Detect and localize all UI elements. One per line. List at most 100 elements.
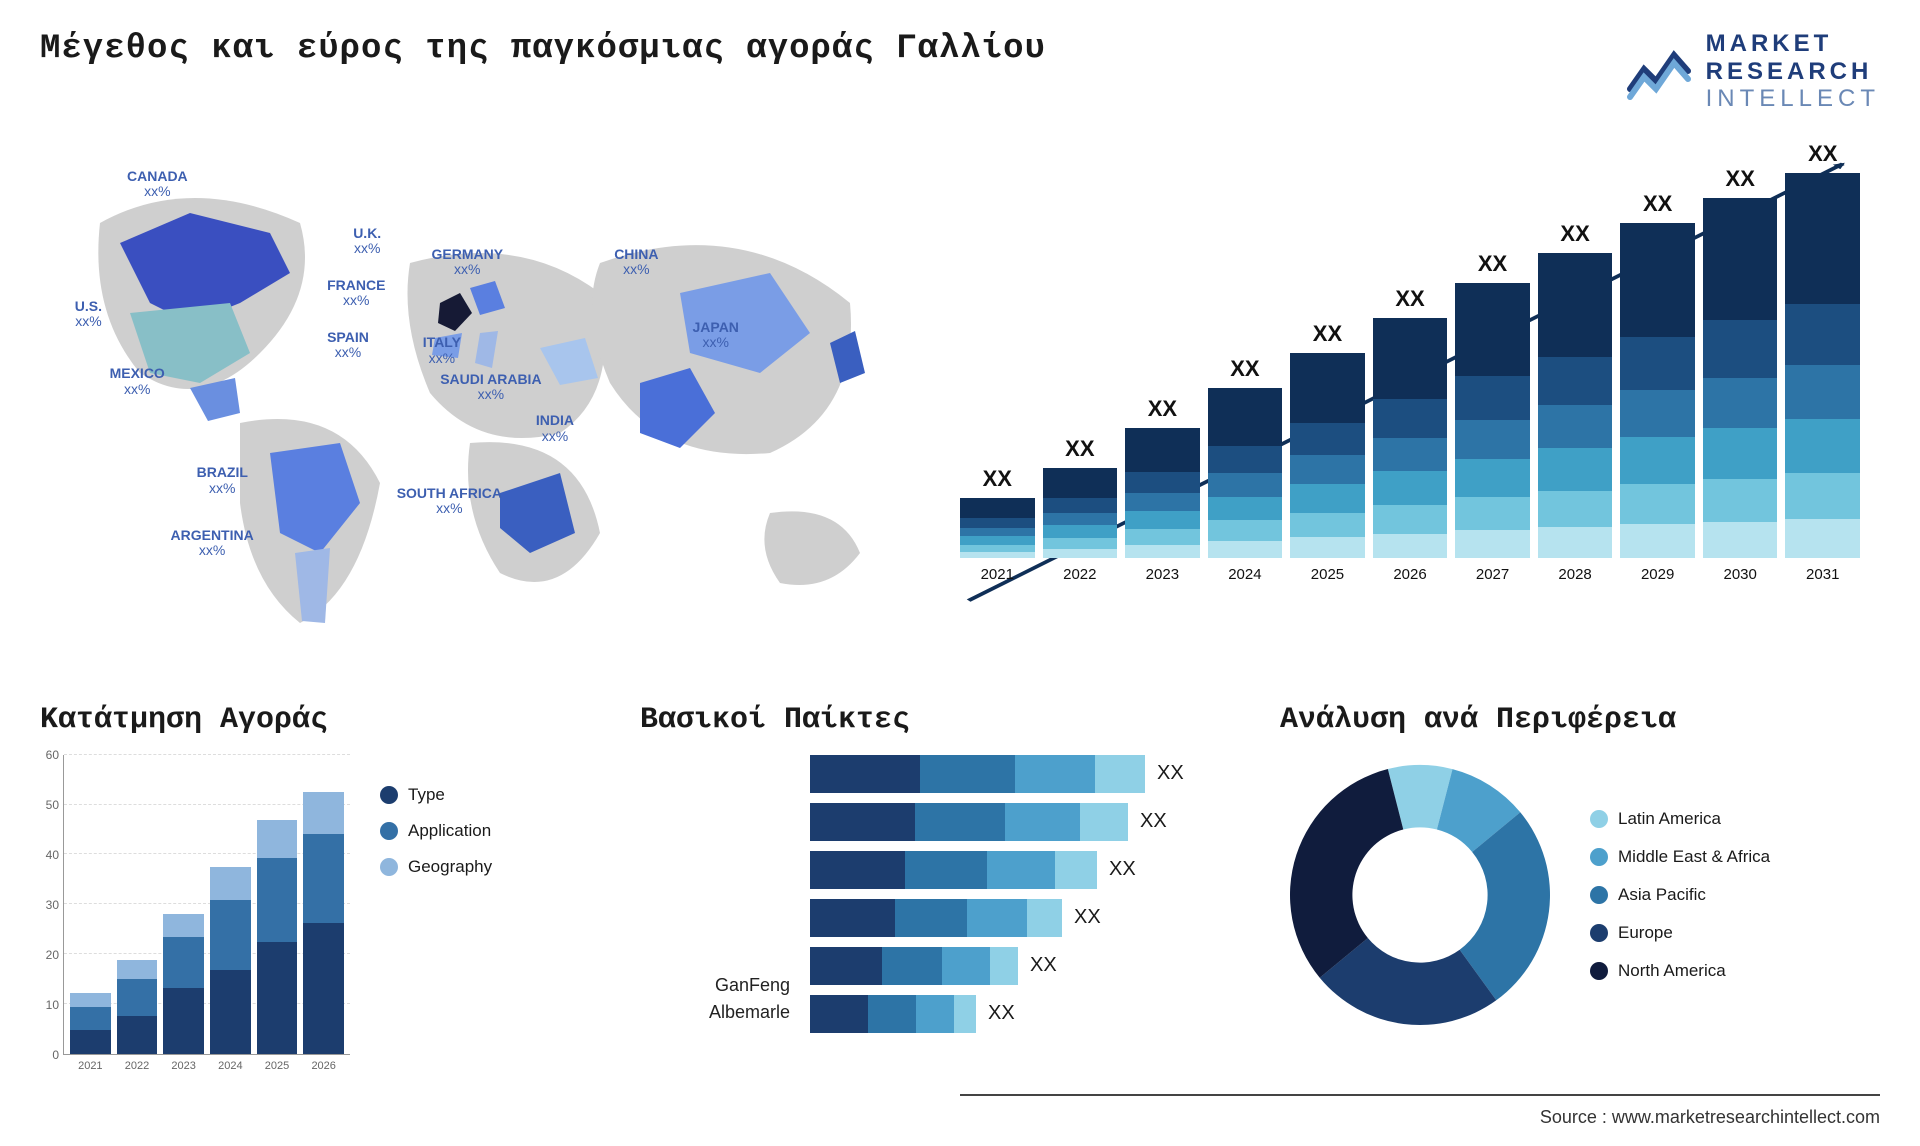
seg-year-label: 2026 — [311, 1060, 335, 1072]
bar-segment — [1538, 527, 1613, 558]
main-bar: XX2025 — [1290, 321, 1365, 583]
map-label: JAPANxx% — [693, 320, 739, 351]
bar-year-label: 2024 — [1228, 566, 1261, 583]
logo-line1: MARKET — [1706, 30, 1880, 58]
bar-segment — [1373, 438, 1448, 472]
player-row: XX — [810, 803, 1240, 841]
players-bars: XXXXXXXXXXXX — [810, 755, 1240, 1033]
bar-segment — [1620, 390, 1695, 437]
main-bar: XX2030 — [1703, 166, 1778, 583]
player-segment — [882, 947, 942, 985]
player-row: XX — [810, 947, 1240, 985]
player-value: XX — [1109, 858, 1136, 881]
player-segment — [954, 995, 976, 1033]
player-segment — [905, 851, 987, 889]
player-value: XX — [1140, 810, 1167, 833]
legend-item: Geography — [380, 857, 492, 877]
y-tick: 20 — [46, 948, 59, 962]
seg-segment — [257, 942, 298, 1054]
main-bar: XX2031 — [1785, 141, 1860, 583]
bar-segment — [1455, 497, 1530, 530]
y-tick: 40 — [46, 848, 59, 862]
page-title: Μέγεθος και εύρος της παγκόσμιας αγοράς … — [40, 30, 1046, 68]
player-segment — [810, 899, 895, 937]
region-legend: Latin AmericaMiddle East & AfricaAsia Pa… — [1590, 809, 1770, 981]
map-label: SPAINxx% — [327, 330, 369, 361]
seg-segment — [257, 858, 298, 942]
bar-value: XX — [1065, 436, 1094, 462]
player-segment — [942, 947, 990, 985]
bar-segment — [1125, 545, 1200, 558]
bar-year-label: 2021 — [981, 566, 1014, 583]
seg-segment — [257, 820, 298, 857]
legend-item: Asia Pacific — [1590, 885, 1770, 905]
logo-line2: RESEARCH — [1706, 58, 1880, 86]
bar-segment — [1290, 353, 1365, 423]
player-segment — [810, 755, 920, 793]
bar-segment — [1373, 505, 1448, 534]
segmentation-panel: Κατάτμηση Αγοράς 0102030405060 202120222… — [40, 703, 600, 1083]
player-segment — [1015, 755, 1095, 793]
bar-segment — [1455, 283, 1530, 377]
map-label: ITALYxx% — [423, 335, 461, 366]
segmentation-title: Κατάτμηση Αγοράς — [40, 703, 600, 737]
legend-label: Asia Pacific — [1618, 885, 1706, 905]
player-segment — [895, 899, 967, 937]
player-segment — [1005, 803, 1080, 841]
legend-label: Type — [408, 785, 445, 805]
bar-segment — [1620, 484, 1695, 524]
map-label: INDIAxx% — [536, 413, 574, 444]
seg-segment — [117, 960, 158, 979]
bar-value: XX — [1478, 251, 1507, 277]
bar-segment — [1538, 405, 1613, 448]
source-text: Source : www.marketresearchintellect.com — [1540, 1107, 1880, 1128]
player-name: Albemarle — [640, 1002, 790, 1023]
bar-segment — [1703, 479, 1778, 522]
bar-segment — [1125, 511, 1200, 529]
bar-segment — [1125, 493, 1200, 511]
player-row: XX — [810, 995, 1240, 1033]
bar-segment — [1373, 399, 1448, 437]
seg-segment — [70, 1007, 111, 1030]
bar-segment — [1373, 318, 1448, 400]
bar-segment — [1455, 376, 1530, 420]
main-bar: XX2022 — [1043, 436, 1118, 583]
bar-segment — [1043, 549, 1118, 558]
bar-year-label: 2026 — [1393, 566, 1426, 583]
region-donut — [1280, 755, 1560, 1035]
legend-item: Latin America — [1590, 809, 1770, 829]
bar-segment — [1290, 455, 1365, 484]
bar-segment — [1043, 498, 1118, 512]
bar-segment — [1538, 491, 1613, 528]
map-label: CANADAxx% — [127, 169, 188, 200]
bar-segment — [1455, 459, 1530, 498]
y-tick: 50 — [46, 798, 59, 812]
bar-segment — [1208, 541, 1283, 558]
bar-year-label: 2027 — [1476, 566, 1509, 583]
legend-item: Application — [380, 821, 492, 841]
segmentation-legend: Type Application Geography — [380, 755, 492, 1055]
legend-item: North America — [1590, 961, 1770, 981]
map-label: CHINAxx% — [614, 247, 658, 278]
legend-dot — [1590, 810, 1608, 828]
brand-logo: MARKET RESEARCH INTELLECT — [1626, 30, 1880, 113]
player-value: XX — [1074, 906, 1101, 929]
bar-segment — [1208, 473, 1283, 497]
y-tick: 0 — [52, 1048, 59, 1062]
seg-bar: 2026 — [303, 792, 344, 1053]
seg-segment — [117, 979, 158, 1016]
bar-year-label: 2031 — [1806, 566, 1839, 583]
player-segment — [810, 947, 882, 985]
player-segment — [920, 755, 1015, 793]
bar-segment — [1208, 520, 1283, 540]
bar-segment — [960, 536, 1035, 544]
main-bar: XX2023 — [1125, 396, 1200, 583]
bar-segment — [1125, 529, 1200, 545]
seg-year-label: 2022 — [125, 1060, 149, 1072]
main-bar: XX2026 — [1373, 286, 1448, 583]
header: Μέγεθος και εύρος της παγκόσμιας αγοράς … — [40, 30, 1880, 113]
bar-segment — [960, 552, 1035, 558]
bar-segment — [1455, 420, 1530, 459]
bar-segment — [1373, 471, 1448, 505]
region-title: Ανάλυση ανά Περιφέρεια — [1280, 703, 1880, 737]
